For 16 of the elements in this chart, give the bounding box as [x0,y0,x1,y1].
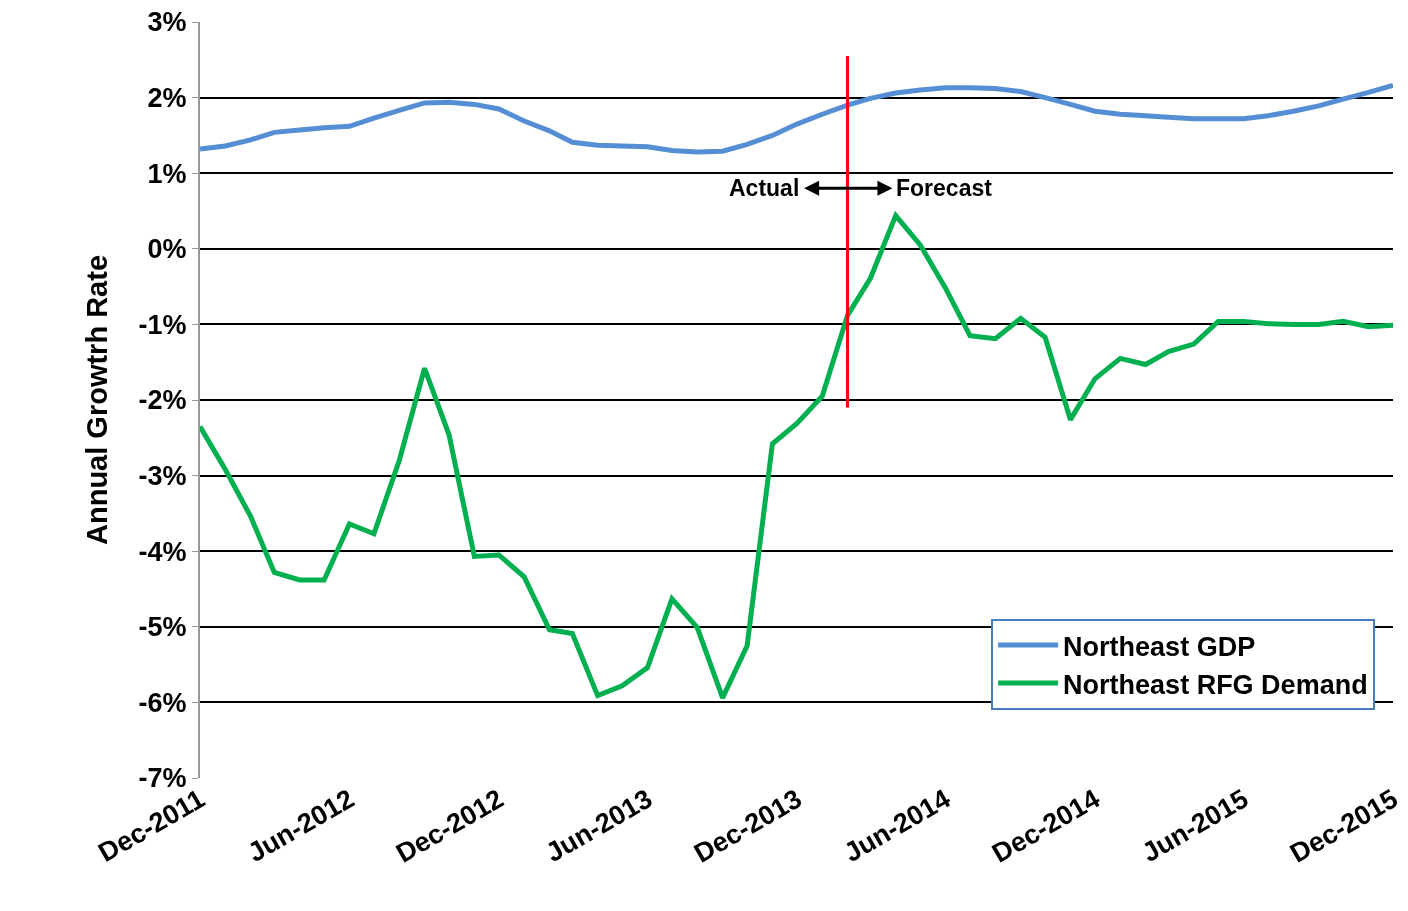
legend-label: Northeast RFG Demand [1063,669,1368,700]
y-tick-label: -1% [138,309,187,340]
y-tick-label: -7% [138,763,187,794]
y-tick-label: -5% [138,612,187,643]
y-tick-label: -3% [138,461,187,492]
y-tick-label: -6% [138,687,187,718]
annotation: Forecast [896,175,993,201]
annotation: Actual [729,175,800,201]
y-tick-label: -4% [138,536,187,567]
y-tick-label: 2% [147,83,187,114]
y-tick-label: 1% [147,158,187,189]
y-tick-label: 3% [147,7,187,38]
y-tick-label: 0% [147,234,187,265]
y-tick-label: -2% [138,385,187,416]
y-axis-title: Annual Growtrh Rate [81,254,114,546]
legend-label: Northeast GDP [1063,631,1256,662]
